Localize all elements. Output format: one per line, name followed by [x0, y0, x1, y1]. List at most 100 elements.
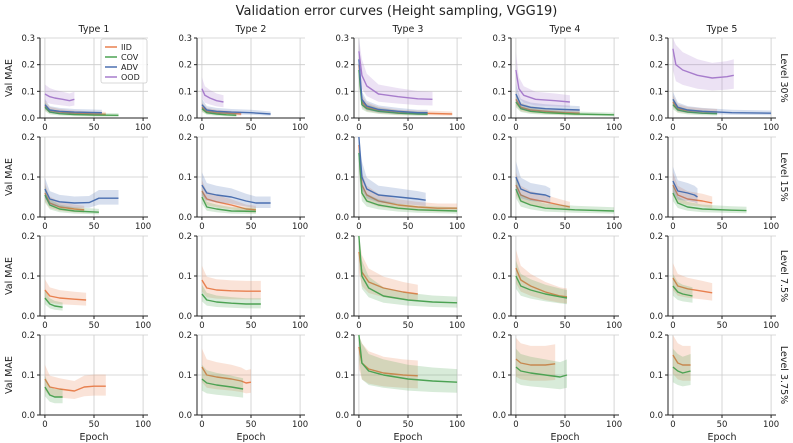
y-tick-label: 0.2: [335, 331, 349, 341]
series-line-cov: [672, 192, 747, 212]
x-axis-label: Epoch: [393, 432, 422, 443]
x-tick-label: 50: [89, 420, 100, 430]
y-tick-label: 0.3: [492, 34, 506, 44]
series-line-adv: [358, 59, 428, 114]
y-tick-label: 0.1: [649, 173, 663, 183]
y-tick-label: 0.0: [21, 114, 35, 124]
x-tick-label: 0: [670, 420, 675, 430]
y-tick-label: 0.1: [178, 173, 192, 183]
x-tick-label: 100: [606, 222, 622, 232]
column-title: Type 4: [549, 24, 581, 35]
y-axis-label: Val MAE: [4, 356, 15, 394]
series-band-cov: [358, 137, 458, 214]
series-line-cov: [358, 152, 458, 212]
x-tick-label: 0: [356, 123, 361, 133]
x-tick-label: 0: [513, 123, 518, 133]
series-band-iid: [201, 180, 256, 213]
row-label: Level 7.5%: [778, 250, 789, 302]
series-line-adv: [672, 98, 772, 114]
x-tick-label: 50: [717, 123, 728, 133]
subplot-r2-c2: 0.0 0.1 0.2 0 50 100: [178, 133, 308, 232]
series-band-cov: [44, 290, 63, 311]
series-band-ood: [44, 84, 75, 107]
subplot-r2-c4: 0.0 0.1 0.2 0 50 100: [492, 133, 622, 232]
series-line-ood: [515, 69, 570, 103]
subplot-r1-c2: 0.0 0.1 0.2 0.3 0 50 100 Type 2: [178, 24, 308, 133]
y-tick-label: 0.1: [335, 87, 349, 97]
y-tick-label: 0.0: [21, 213, 35, 223]
series-band-iid: [44, 364, 106, 399]
series-line-iid: [515, 267, 568, 298]
y-tick-label: 0.1: [649, 272, 663, 282]
series-band-cov: [672, 348, 691, 387]
y-tick-label: 0.0: [178, 114, 192, 124]
series-line-ood: [358, 51, 433, 100]
series-line-ood: [201, 88, 224, 103]
subplot-r4-c5: 0.0 0.1 0.2 0 50 100 Epoch Level 3.75%: [649, 331, 789, 443]
subplot-r1-c5: 0.0 0.1 0.2 0.3 0 50 100 Type 5 Level 30%: [649, 24, 789, 133]
series-line-iid: [44, 192, 85, 211]
y-tick-label: 0.2: [178, 133, 192, 143]
row-label: Level 15%: [778, 152, 789, 201]
y-tick-label: 0.1: [492, 87, 506, 97]
series-line-cov: [201, 196, 256, 213]
y-tick-label: 0.0: [492, 213, 506, 223]
series-line-adv: [515, 176, 551, 198]
y-tick-label: 0.0: [335, 114, 349, 124]
series-band-adv: [358, 38, 428, 115]
y-tick-label: 0.2: [21, 331, 35, 341]
row-label: Level 3.75%: [778, 346, 789, 404]
series-band-iid: [515, 337, 556, 381]
x-tick-label: 50: [403, 420, 414, 430]
y-tick-label: 0.0: [649, 312, 663, 322]
x-tick-label: 100: [292, 420, 308, 430]
series-line-cov: [515, 366, 568, 378]
y-tick-label: 0.2: [649, 232, 663, 242]
y-tick-label: 0.1: [492, 173, 506, 183]
x-tick-label: 50: [246, 420, 257, 430]
column-title: Type 1: [78, 24, 110, 35]
series-band-cov: [358, 52, 428, 116]
series-line-cov: [672, 104, 718, 115]
series-line-iid: [515, 358, 556, 366]
y-tick-label: 0.1: [21, 173, 35, 183]
series-line-iid: [672, 354, 691, 366]
series-line-iid: [44, 378, 106, 392]
series-line-cov: [44, 297, 63, 308]
subplot-r3-c2: 0.0 0.1 0.2 0 50 100: [178, 232, 308, 331]
series-line-cov: [358, 69, 428, 115]
x-tick-label: 100: [449, 420, 465, 430]
series-band-cov: [515, 95, 615, 117]
series-band-cov: [201, 364, 244, 398]
y-tick-label: 0.3: [335, 34, 349, 44]
series-line-adv: [44, 188, 119, 204]
x-tick-label: 0: [670, 321, 675, 331]
series-line-cov: [515, 101, 615, 116]
series-band-adv: [358, 137, 426, 206]
subplot-r3-c4: 0.0 0.1 0.2 0 50 100: [492, 232, 622, 331]
series-band-cov: [515, 260, 567, 305]
x-tick-label: 50: [246, 222, 257, 232]
x-axis-label: Epoch: [236, 432, 265, 443]
series-line-iid: [201, 190, 256, 211]
series-band-iid: [515, 91, 580, 116]
y-tick-label: 0.0: [21, 411, 35, 421]
y-tick-label: 0.1: [178, 272, 192, 282]
y-tick-label: 0.2: [649, 331, 663, 341]
series-band-iid: [672, 335, 691, 381]
x-tick-label: 50: [246, 123, 257, 133]
subplot-r1-c3: 0.0 0.1 0.2 0.3 0 50 100 Type 3: [335, 24, 465, 133]
series-band-ood: [201, 77, 224, 108]
y-tick-label: 0.1: [492, 272, 506, 282]
series-line-cov: [672, 366, 691, 374]
y-tick-label: 0.0: [335, 213, 349, 223]
x-tick-label: 50: [403, 321, 414, 331]
series-line-adv: [44, 104, 102, 114]
series-line-iid: [515, 98, 580, 114]
x-tick-label: 100: [606, 123, 622, 133]
series-band-iid: [201, 348, 251, 394]
y-tick-label: 0.2: [492, 331, 506, 341]
x-tick-label: 100: [449, 222, 465, 232]
y-tick-label: 0.1: [335, 371, 349, 381]
column-title: Type 2: [235, 24, 267, 35]
